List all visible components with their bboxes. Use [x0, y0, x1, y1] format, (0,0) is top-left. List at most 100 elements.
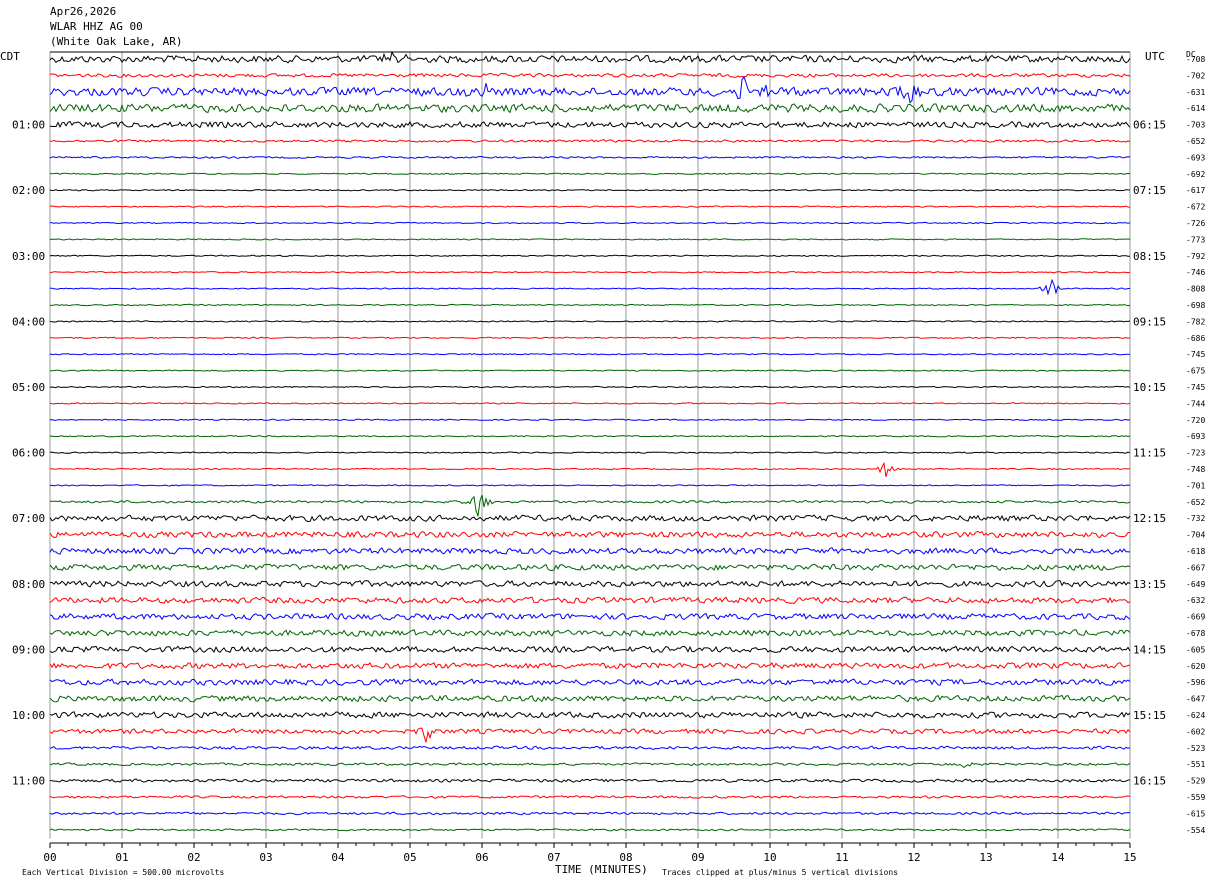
seismic-trace: [49, 711, 1131, 719]
seismic-trace: [49, 494, 1131, 517]
dc-offset-labels: -708 -702 -631 -614 -703 -652 -693 -692 -617 -672…: [1186, 55, 1205, 835]
utc-hour-label: 11:15: [1133, 447, 1166, 460]
cdt-hour-label: 04:00: [12, 315, 45, 328]
seismic-trace: [49, 189, 1131, 192]
seismic-trace: [49, 563, 1131, 572]
utc-hour-label: 07:15: [1133, 184, 1166, 197]
seismic-trace: [49, 72, 1131, 78]
seismic-trace: [49, 385, 1131, 389]
dc-offset-label: -667: [1186, 563, 1205, 572]
x-tick-label: 02: [187, 851, 200, 864]
dc-offset-label: -702: [1186, 71, 1205, 80]
x-tick-label: 08: [619, 851, 632, 864]
seismic-trace: [49, 402, 1131, 405]
dc-offset-label: -773: [1186, 235, 1205, 244]
seismic-trace: [49, 155, 1131, 159]
clip-note: Traces clipped at plus/minus 5 vertical …: [662, 868, 898, 877]
minute-gridlines: [49, 51, 1131, 839]
dc-offset-label: -701: [1186, 481, 1205, 490]
dc-offset-label: -704: [1186, 531, 1205, 540]
dc-offset-label: -632: [1186, 596, 1205, 605]
utc-hour-labels: 06:15 07:15 08:15 09:15 10:15 11:15 12:15 13:15…: [1133, 119, 1166, 788]
cdt-hour-label: 05:00: [12, 381, 45, 394]
dc-offset-label: -649: [1186, 580, 1205, 589]
dc-offset-label: -678: [1186, 629, 1205, 638]
seismic-trace: [49, 461, 1131, 478]
right-zone-label: UTC: [1145, 50, 1165, 63]
utc-hour-label: 09:15: [1133, 315, 1166, 328]
x-tick-label: 00: [43, 851, 56, 864]
dc-offset-label: -596: [1186, 678, 1205, 687]
dc-offset-label: -726: [1186, 219, 1205, 228]
dc-offset-label: -523: [1186, 744, 1205, 753]
utc-hour-label: 15:15: [1133, 709, 1166, 722]
dc-offset-label: -618: [1186, 547, 1205, 556]
cdt-hour-label: 06:00: [12, 447, 45, 460]
seismic-trace: [49, 336, 1131, 339]
dc-offset-label: -554: [1186, 826, 1205, 835]
station-label: WLAR HHZ AG 00: [50, 20, 143, 33]
seismic-trace: [49, 612, 1131, 621]
dc-offset-label: -605: [1186, 645, 1205, 654]
seismic-trace: [49, 795, 1131, 799]
cdt-hour-label: 10:00: [12, 709, 45, 722]
left-zone-label: CDT: [0, 50, 20, 63]
x-tick-label: 03: [259, 851, 272, 864]
dc-offset-label: -708: [1186, 55, 1205, 64]
dc-offset-label: -686: [1186, 334, 1205, 343]
seismic-trace: [49, 727, 1131, 743]
dc-offset-label: -669: [1186, 613, 1205, 622]
cdt-hour-label: 07:00: [12, 512, 45, 525]
utc-hour-label: 08:15: [1133, 250, 1166, 263]
x-tick-label: 12: [907, 851, 920, 864]
seismic-trace: [49, 271, 1131, 274]
dc-offset-label: -675: [1186, 367, 1205, 376]
dc-offset-label: -782: [1186, 317, 1205, 326]
x-axis-title: TIME (MINUTES): [555, 863, 648, 876]
x-tick-label: 13: [979, 851, 992, 864]
x-tick-label: 10: [763, 851, 776, 864]
dc-offset-label: -529: [1186, 777, 1205, 786]
seismic-trace: [49, 629, 1131, 637]
seismic-traces: [49, 50, 1131, 832]
dc-offset-label: -746: [1186, 268, 1205, 277]
x-tick-label: 04: [331, 851, 345, 864]
dc-offset-label: -624: [1186, 711, 1205, 720]
seismic-trace: [49, 645, 1131, 654]
seismic-trace: [49, 530, 1131, 539]
seismic-trace: [50, 369, 1131, 372]
seismic-trace: [49, 75, 1131, 104]
seismic-trace: [49, 678, 1131, 686]
dc-offset-label: -559: [1186, 793, 1205, 802]
seismic-trace: [49, 172, 1131, 175]
scale-note: Each Vertical Division = 500.00 microvol…: [22, 868, 224, 877]
dc-offset-label: -720: [1186, 416, 1205, 425]
dc-offset-label: -698: [1186, 301, 1205, 310]
seismic-trace: [49, 254, 1131, 257]
cdt-hour-label: 08:00: [12, 578, 45, 591]
dc-offset-label: -615: [1186, 809, 1205, 818]
seismic-trace: [49, 484, 1131, 487]
dc-offset-label: -647: [1186, 695, 1205, 704]
dc-offset-label: -808: [1186, 285, 1205, 294]
seismic-trace: [49, 50, 1131, 64]
seismic-trace: [49, 221, 1131, 225]
dc-offset-label: -693: [1186, 432, 1205, 441]
dc-offset-label: -748: [1186, 465, 1205, 474]
cdt-hour-labels: 01:00 02:00 03:00 04:00 05:00 06:00 07:00 08:00…: [12, 119, 45, 788]
seismic-trace: [49, 418, 1131, 421]
seismic-trace: [49, 139, 1131, 143]
dc-offset-label: -652: [1186, 498, 1205, 507]
x-tick-label: 15: [1123, 851, 1136, 864]
dc-offset-label: -703: [1186, 121, 1205, 130]
date-label: Apr26,2026: [50, 5, 116, 18]
seismic-trace: [49, 514, 1131, 523]
dc-offset-label: -672: [1186, 203, 1205, 212]
dc-offset-label: -745: [1186, 350, 1205, 359]
seismic-trace: [49, 205, 1131, 208]
dc-offset-label: -617: [1186, 186, 1205, 195]
utc-hour-label: 12:15: [1133, 512, 1166, 525]
seismic-trace: [49, 103, 1131, 114]
seismic-trace: [49, 596, 1131, 605]
